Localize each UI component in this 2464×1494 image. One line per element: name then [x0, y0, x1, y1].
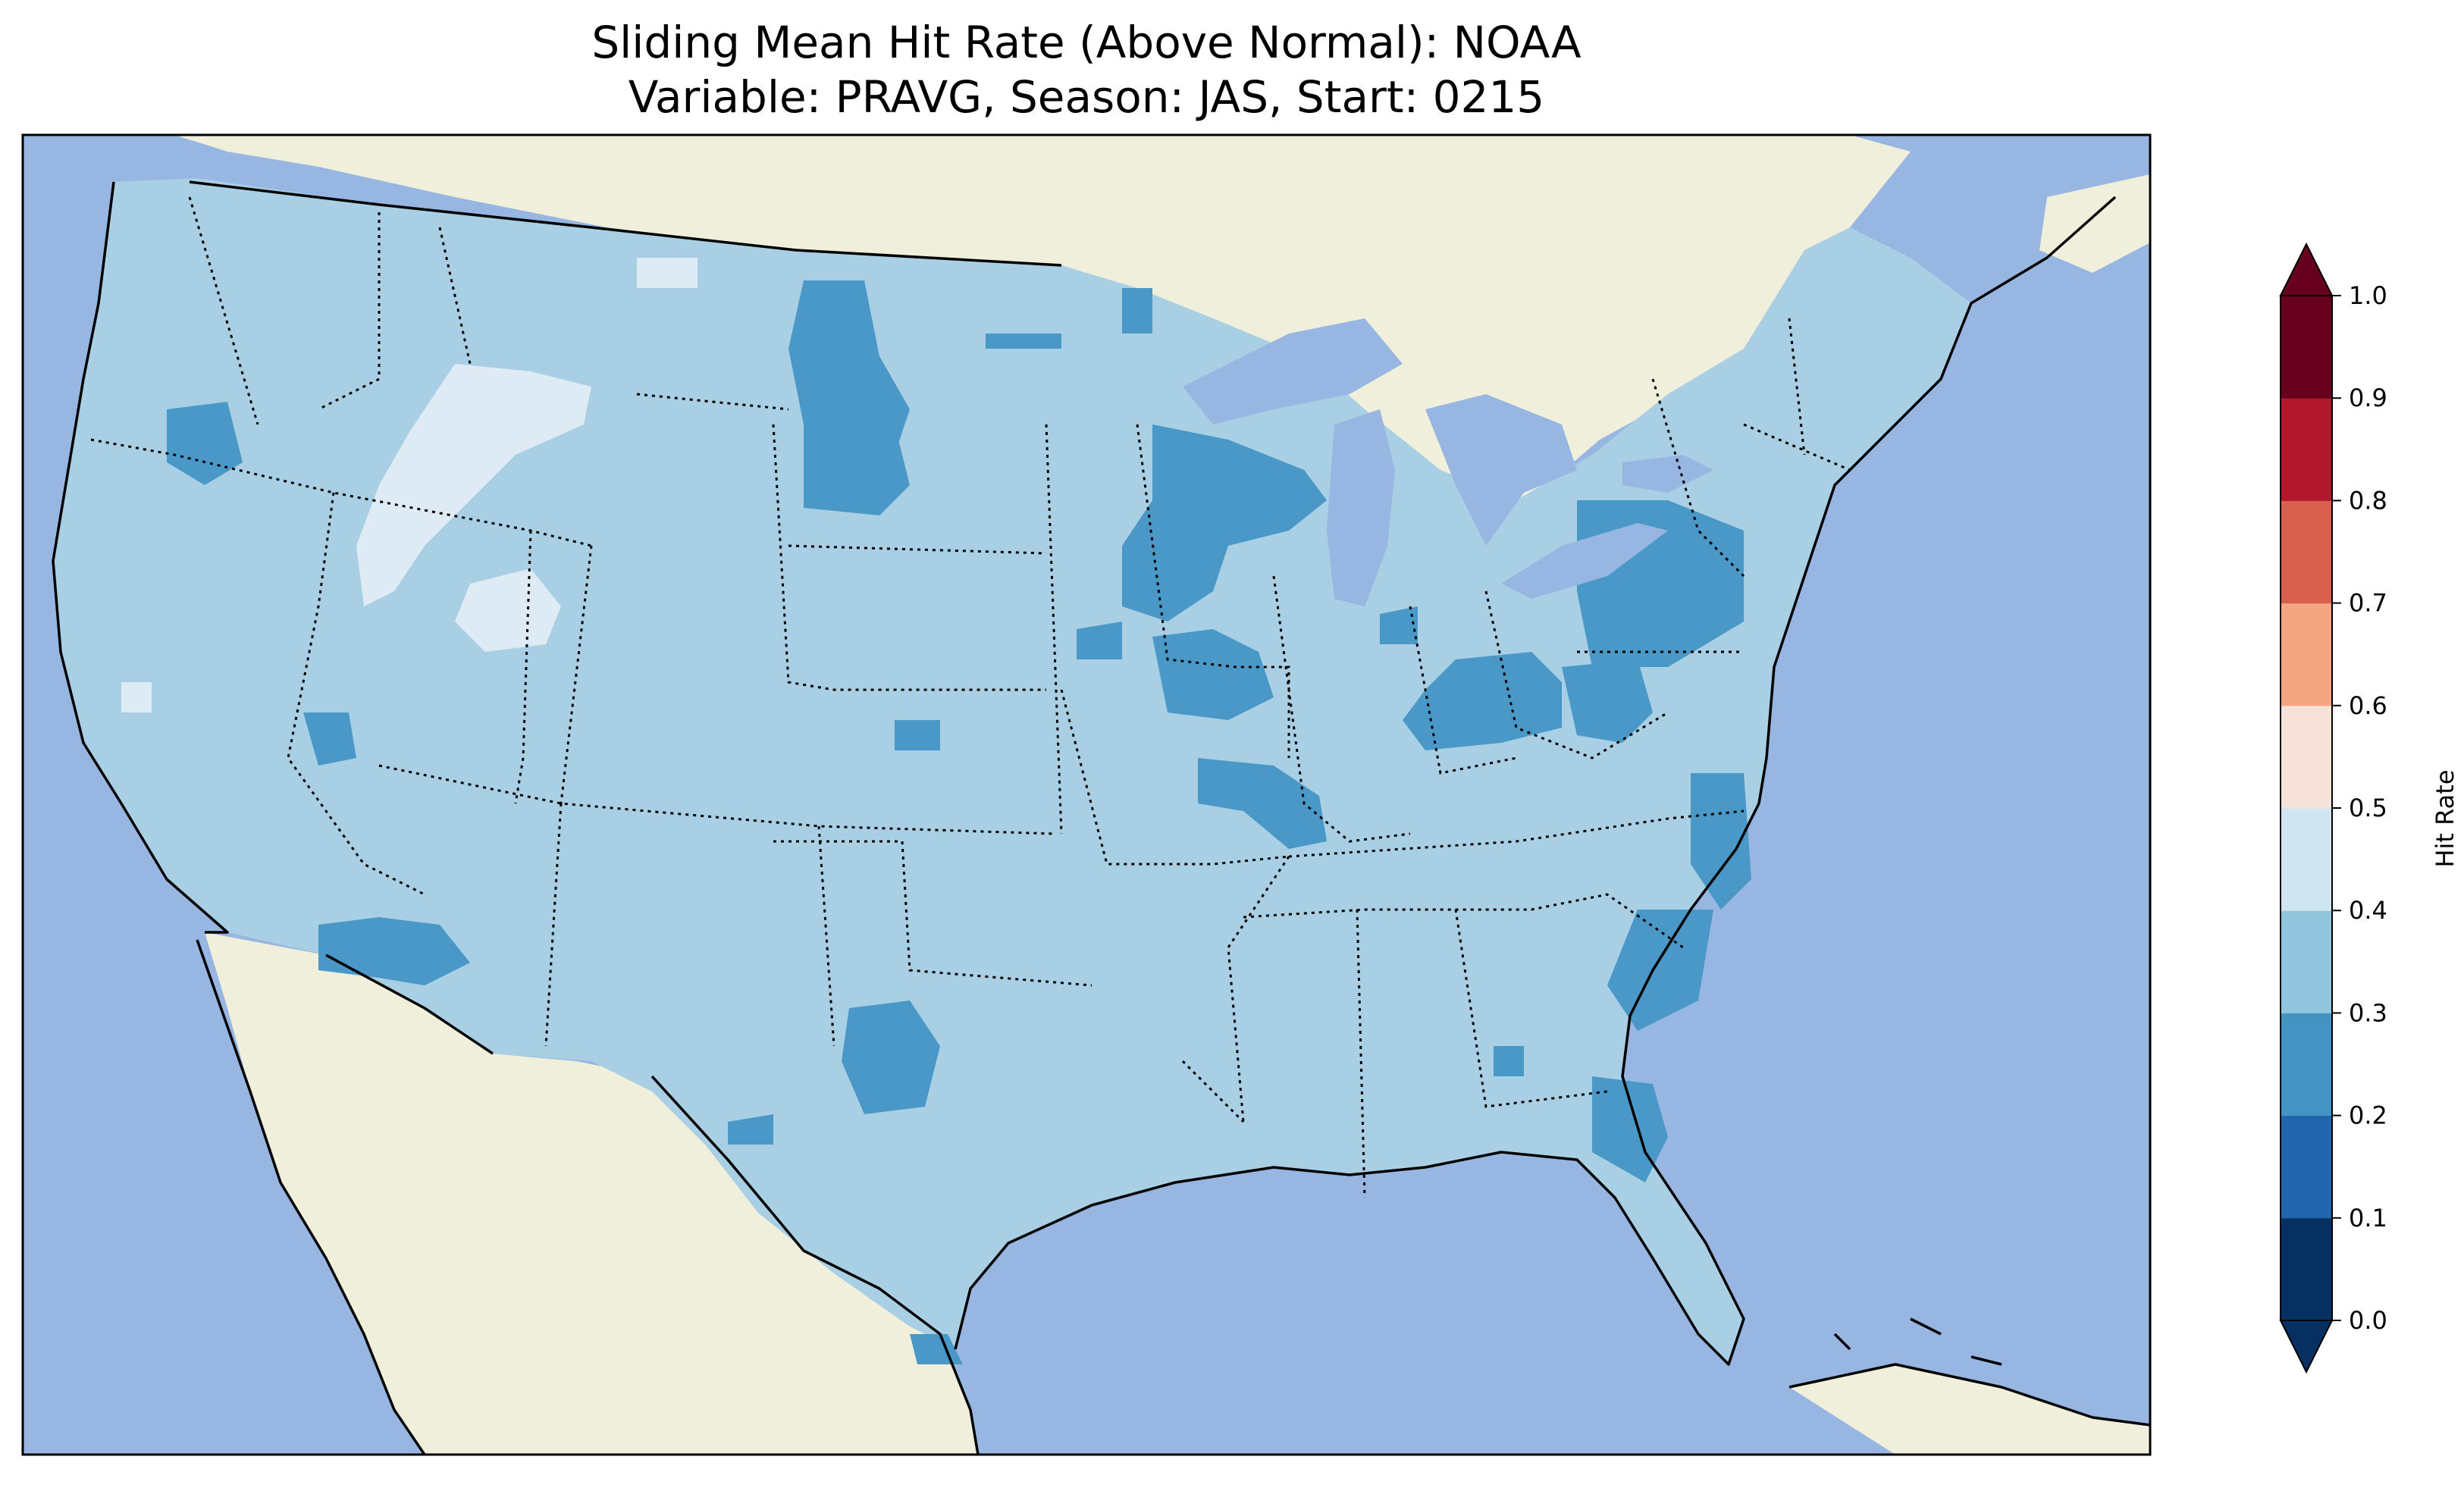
map-panel: [23, 135, 2150, 1455]
colorbar-bin: [2281, 808, 2332, 911]
colorbar-tick-label: 0.7: [2349, 589, 2387, 618]
great-lakes: [1183, 318, 1713, 606]
state-borders: [90, 196, 1851, 1198]
colorbar-extend-max: [2279, 242, 2334, 296]
colorbar-tick-label: 0.1: [2349, 1204, 2387, 1232]
colorbar-tick-label: 0.8: [2349, 486, 2387, 515]
colorbar-bin: [2281, 296, 2332, 399]
colorbar-bin: [2281, 1013, 2332, 1117]
colorbar-tick-label: 0.0: [2349, 1306, 2387, 1335]
colorbar-bin: [2281, 500, 2332, 604]
title-line-2: Variable: PRAVG, Season: JAS, Start: 021…: [628, 71, 1545, 123]
colorbar-tick-label: 0.3: [2349, 998, 2387, 1027]
coastlines: [52, 181, 2150, 1455]
colorbar-tick-label: 0.6: [2349, 691, 2387, 720]
colorbar-bin: [2281, 603, 2332, 706]
colorbar-bin: [2281, 910, 2332, 1013]
colorbar-tick-label: 1.0: [2349, 281, 2387, 310]
colorbar-bin: [2281, 1115, 2332, 1219]
colorbar-extend-min: [2279, 1320, 2334, 1374]
colorbar-bin: [2281, 705, 2332, 809]
hit-rate-0.4-0.5-patches: [121, 258, 698, 713]
colorbar-tick-label: 0.9: [2349, 384, 2387, 412]
us-canada-border: [189, 180, 1062, 267]
colorbar-tick-label: 0.5: [2349, 794, 2387, 822]
map-title: Sliding Mean Hit Rate (Above Normal): NO…: [21, 15, 2152, 124]
colorbar-tick-label: 0.4: [2349, 896, 2387, 925]
colorbar-tick-label: 0.2: [2349, 1101, 2387, 1130]
colorbar-label: Hit Rate: [2431, 769, 2459, 867]
maritime-land: [2039, 174, 2150, 273]
cuba-land: [1789, 1364, 2150, 1455]
map-frame: [21, 133, 2152, 1456]
colorbar-bin: [2281, 398, 2332, 501]
title-line-1: Sliding Mean Hit Rate (Above Normal): NO…: [591, 17, 1582, 68]
colorbar: 0.0 0.1 0.2 0.3 0.4 0.5 0.6 0.7 0.8 0.9 1.0 Hit Ra…: [2279, 242, 2459, 1374]
conus-field: [53, 178, 1971, 1364]
colorbar-bin: [2281, 1217, 2332, 1321]
mexico-land: [205, 932, 978, 1455]
